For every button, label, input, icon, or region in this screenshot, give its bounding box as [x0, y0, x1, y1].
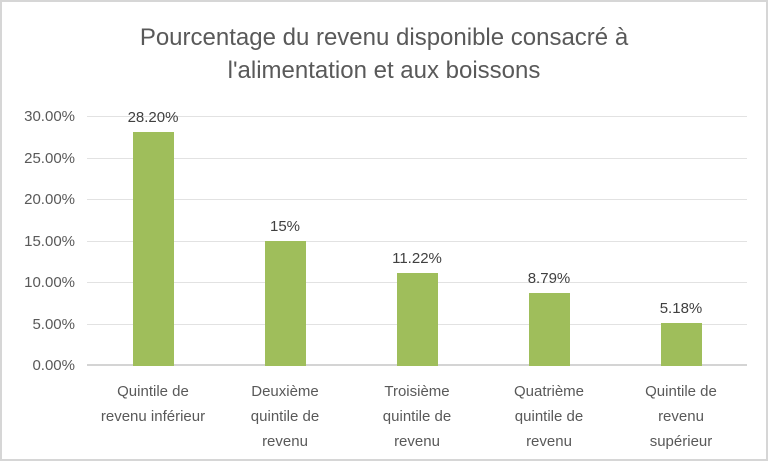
data-label: 5.18%: [659, 300, 703, 317]
data-label: 11.22%: [392, 250, 442, 267]
category-label: Quatrième quintile de revenu: [513, 383, 585, 450]
bar-5: [661, 323, 702, 366]
y-gridline: [87, 157, 747, 159]
chart-title: Pourcentage du revenu disponible consacr…: [139, 24, 629, 84]
y-tick-label: 15.00%: [24, 232, 75, 250]
y-gridline: [87, 199, 747, 200]
y-tick-label: 5.00%: [32, 315, 75, 333]
category-label: Troisième quintile de revenu: [382, 383, 452, 450]
y-tick-label: 10.00%: [24, 274, 75, 291]
bar-4: [529, 293, 570, 366]
y-gridline: [87, 240, 747, 242]
y-tick-label: 20.00%: [24, 191, 75, 208]
bar-3: [397, 273, 438, 366]
plot-area: 28.20% 15% 11.22% 8.79% 5.18%: [87, 109, 747, 366]
data-label: 28.20%: [127, 109, 179, 126]
bar-2: [265, 241, 306, 366]
y-tick-label: 0.00%: [32, 357, 75, 374]
y-gridline: [87, 116, 747, 117]
data-label: 15%: [269, 218, 301, 235]
x-axis-labels: Quintile de revenu inférieur Deuxième qui…: [87, 379, 747, 459]
category-label: Quintile de revenu inférieur: [100, 383, 206, 425]
y-tick-label: 25.00%: [24, 149, 75, 167]
data-label: 8.79%: [527, 270, 571, 287]
category-label: Quintile de revenu supérieur: [645, 383, 717, 450]
category-label: Deuxième quintile de revenu: [250, 383, 320, 450]
y-tick-label: 30.00%: [24, 108, 75, 125]
bar-1: [133, 132, 174, 366]
